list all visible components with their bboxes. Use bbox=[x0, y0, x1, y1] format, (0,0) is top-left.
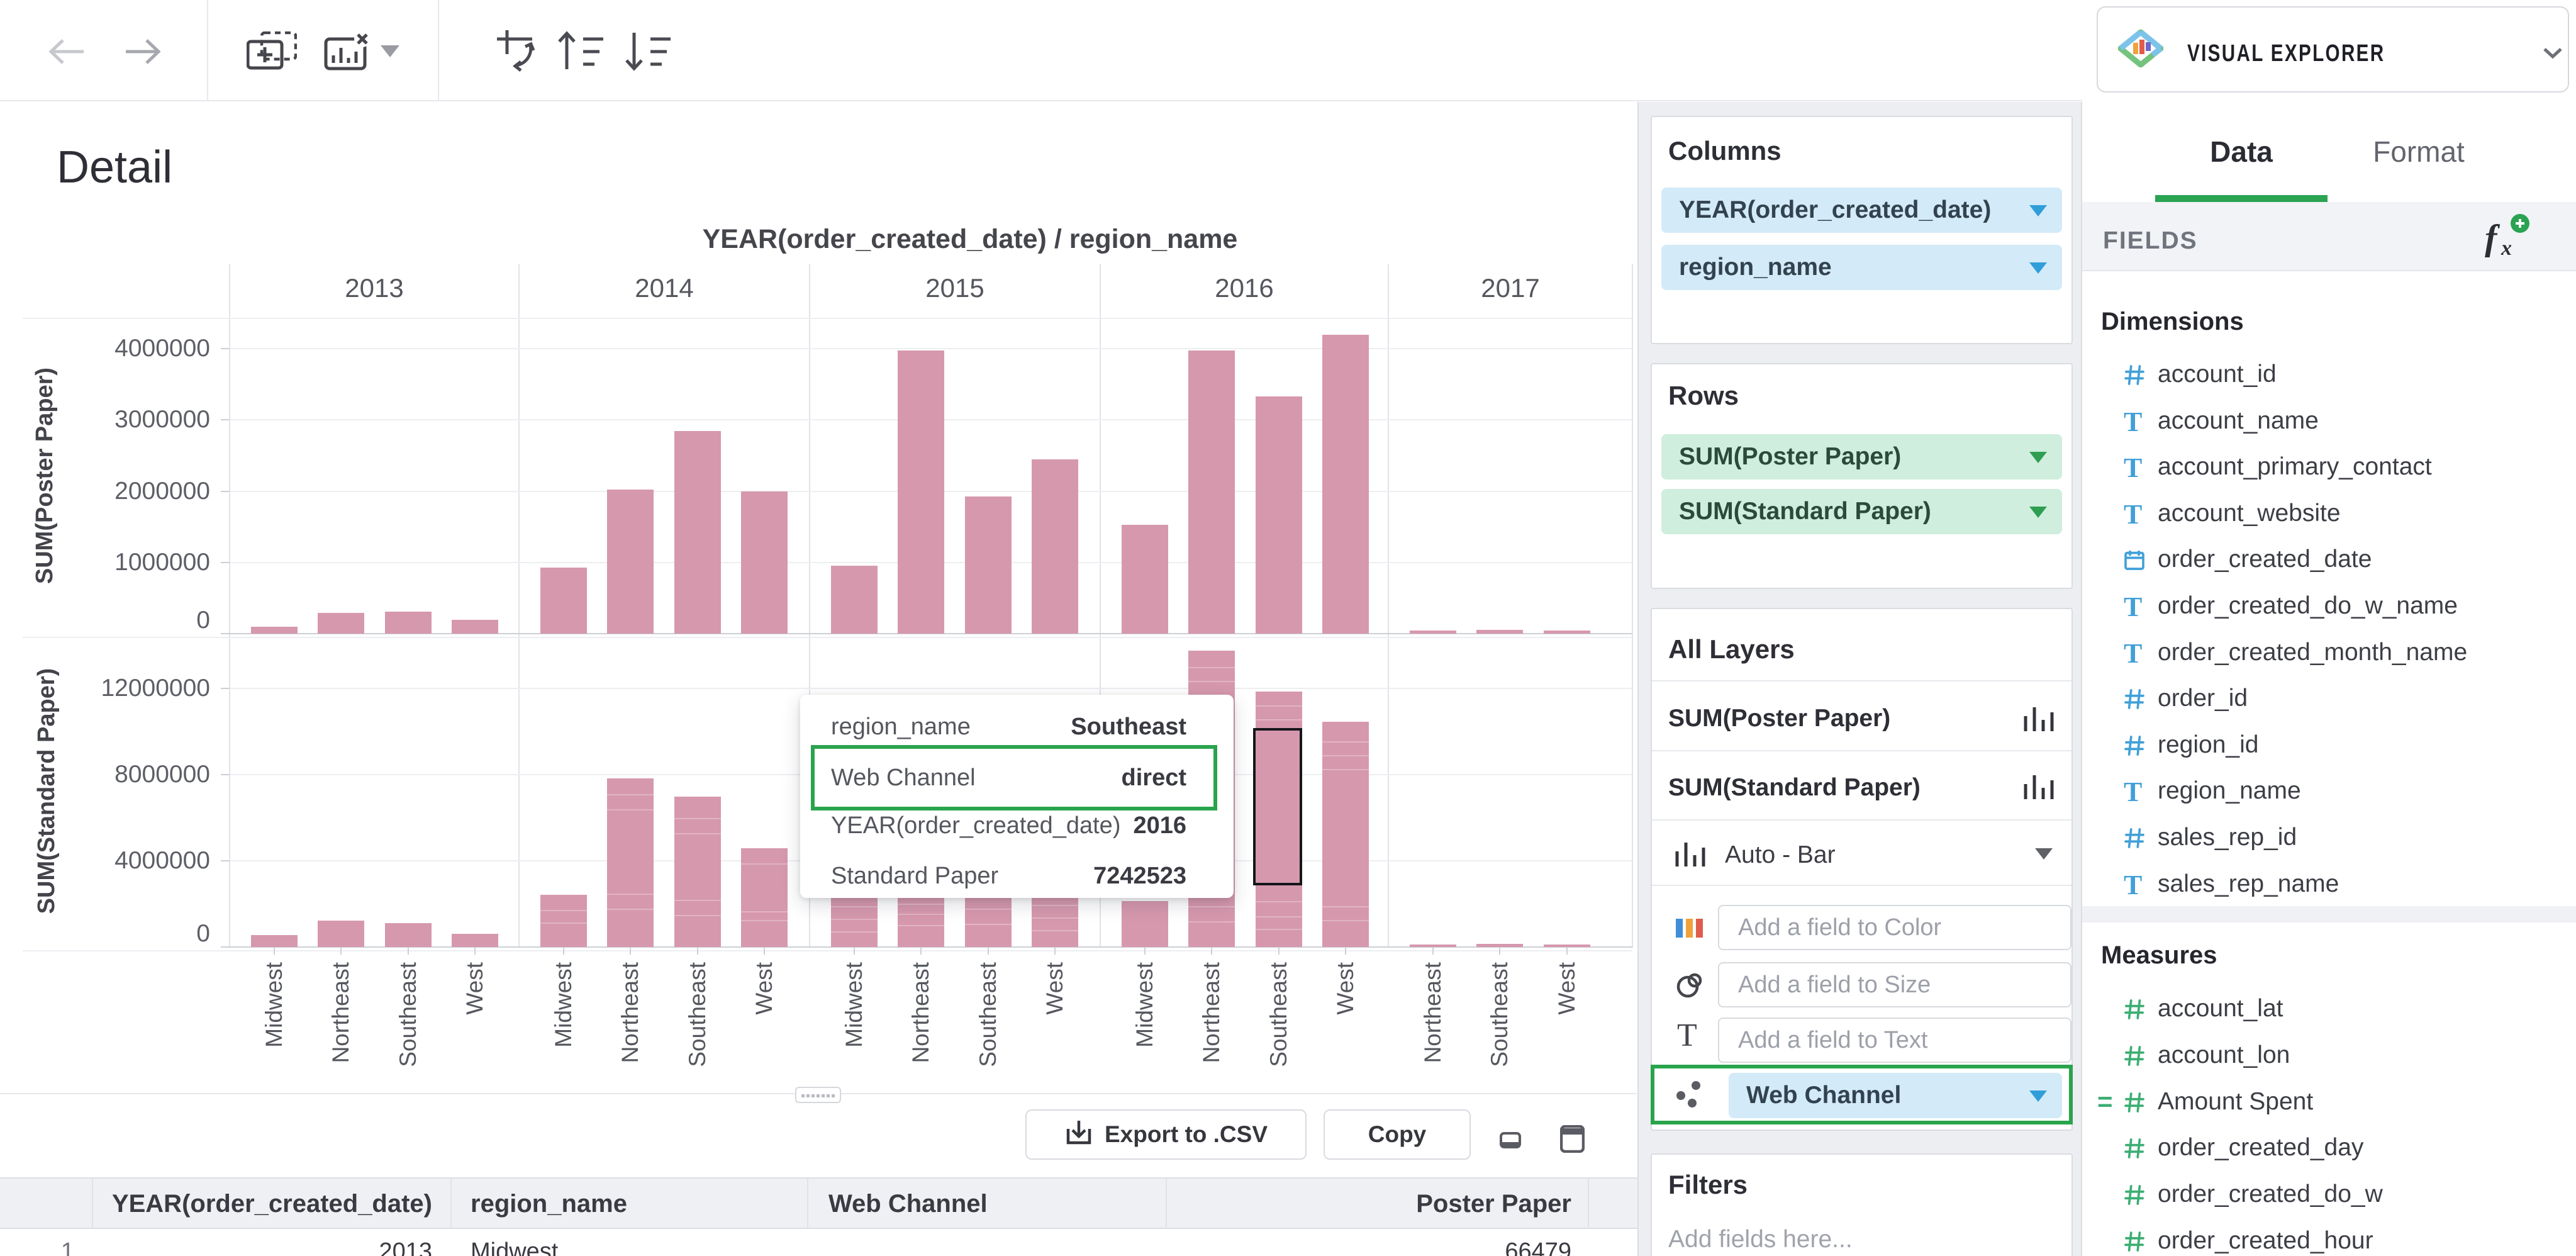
svg-text:x: x bbox=[2501, 237, 2512, 257]
svg-text:f: f bbox=[2485, 217, 2501, 257]
